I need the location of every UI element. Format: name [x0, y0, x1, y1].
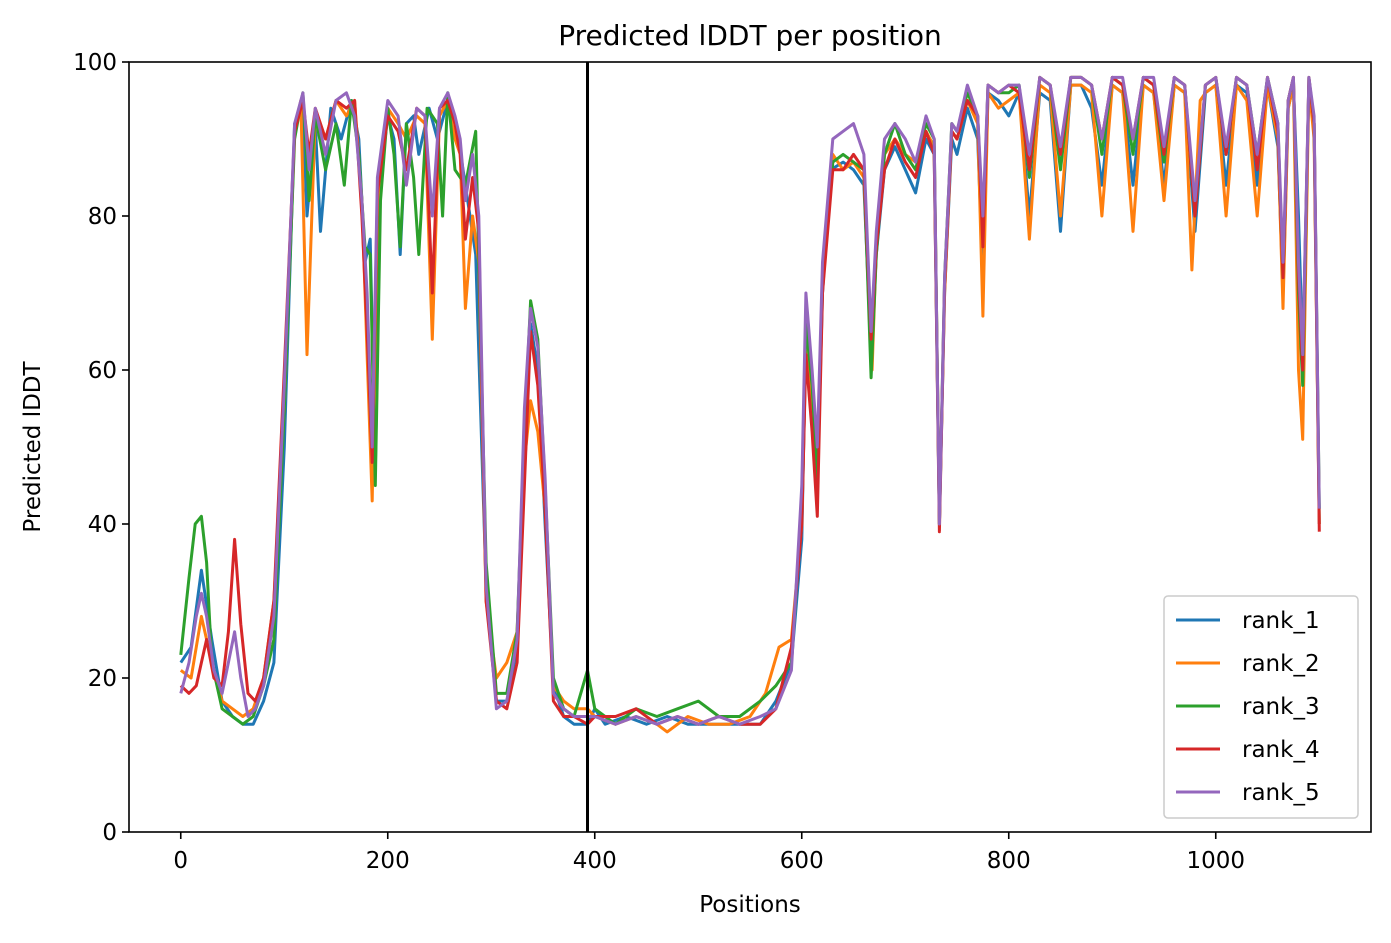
y-tick-label: 40 [88, 512, 117, 538]
y-tick-label: 20 [88, 666, 117, 692]
y-tick-label: 100 [73, 50, 117, 76]
legend-label-rank_5: rank_5 [1242, 780, 1320, 806]
legend-label-rank_3: rank_3 [1242, 694, 1320, 720]
series-line-rank_5 [179, 75, 1321, 726]
plot-area: 0 200 400 600 800 1000 0 20 40 60 80 100 [73, 50, 1372, 874]
x-tick-label: 800 [987, 848, 1031, 874]
y-tick-label: 80 [88, 204, 117, 230]
x-tick-label: 1000 [1186, 848, 1245, 874]
x-tick-label: 0 [173, 848, 188, 874]
legend-label-rank_1: rank_1 [1242, 608, 1320, 634]
axes-frame [128, 61, 1372, 833]
y-tick-label: 60 [88, 358, 117, 384]
legend-label-rank_2: rank_2 [1242, 651, 1320, 677]
legend-box [1163, 595, 1359, 819]
legend: rank_1 rank_2 rank_3 rank_4 rank_5 [1163, 595, 1359, 819]
series-line-rank_4 [179, 75, 1321, 726]
series-line-rank_3 [179, 75, 1321, 726]
series-line-rank_1 [179, 83, 1321, 726]
x-axis-title: Positions [699, 892, 801, 918]
x-tick-label: 600 [780, 848, 824, 874]
series-line-rank_2 [179, 83, 1321, 734]
y-tick-label: 0 [102, 820, 117, 846]
legend-label-rank_4: rank_4 [1242, 737, 1320, 763]
chart-title: Predicted lDDT per position [558, 19, 942, 52]
x-tick-label: 200 [366, 848, 410, 874]
y-axis-title: Predicted lDDT [20, 360, 46, 532]
x-tick-label: 400 [573, 848, 617, 874]
